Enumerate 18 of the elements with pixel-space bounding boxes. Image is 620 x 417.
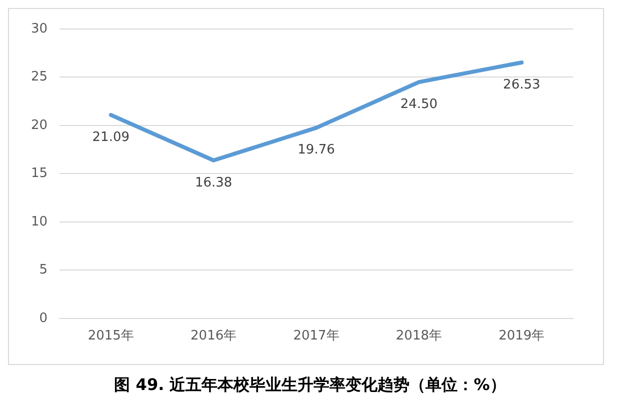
data-label: 16.38 xyxy=(194,175,232,190)
data-label: 24.50 xyxy=(400,96,438,112)
y-tick-label: 25 xyxy=(30,70,48,85)
x-tick-label: 2016年 xyxy=(190,328,237,344)
data-label: 26.53 xyxy=(503,77,540,92)
y-tick-label: 10 xyxy=(30,214,48,230)
y-tick-label: 15 xyxy=(30,166,48,182)
y-tick-label: 30 xyxy=(30,21,48,36)
text: 图 49. 近五年本校毕业生升学率变化趋势（单位：%） xyxy=(113,375,507,396)
x-tick-label: 2017年 xyxy=(293,328,340,344)
y-tick-label: 20 xyxy=(30,118,48,133)
data-label: 19.76 xyxy=(298,142,335,158)
y-tick-label: 0 xyxy=(39,310,48,326)
y-tick-label: 5 xyxy=(39,262,48,278)
x-tick-label: 2019年 xyxy=(498,328,545,344)
data-label: 21.09 xyxy=(92,130,130,145)
x-tick-label: 2015年 xyxy=(88,328,134,344)
x-tick-label: 2018年 xyxy=(396,328,442,344)
